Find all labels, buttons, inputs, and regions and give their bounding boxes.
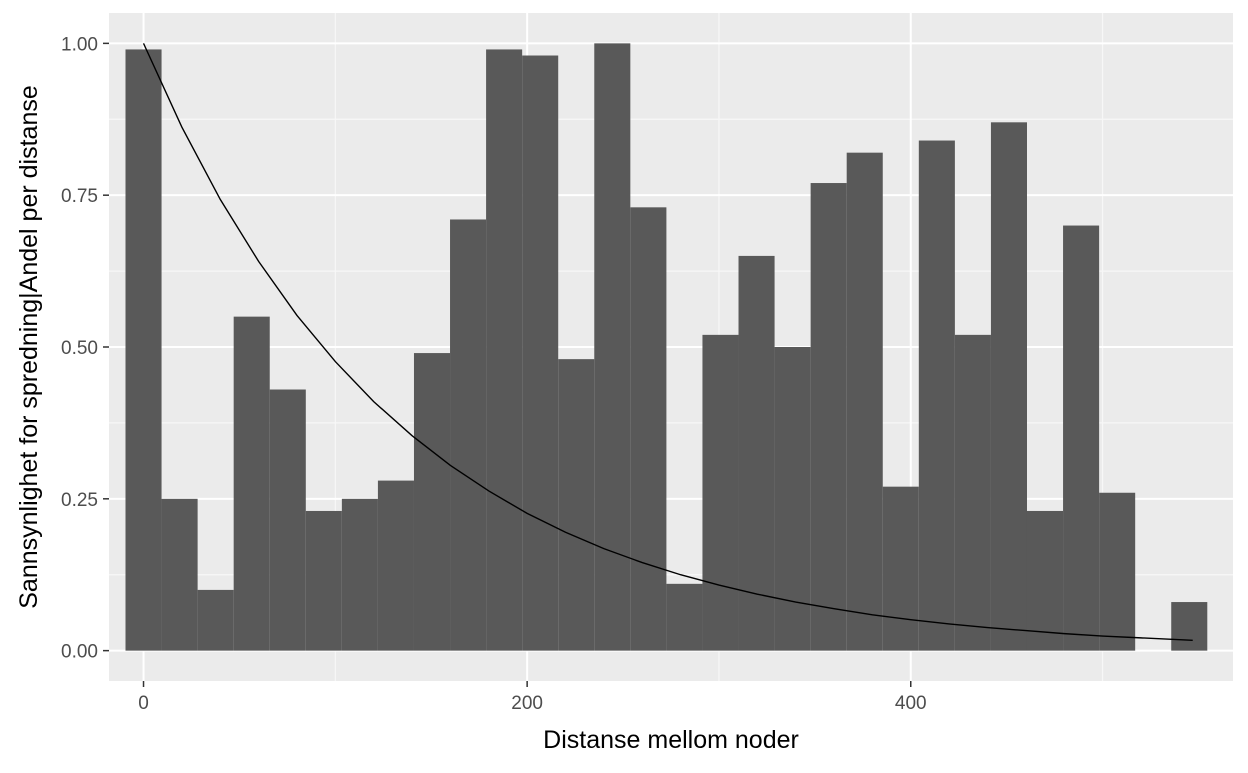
histogram-bar	[486, 49, 523, 651]
histogram-bar	[125, 49, 162, 651]
histogram-bar	[522, 55, 559, 651]
histogram-bar	[1063, 225, 1100, 651]
bars	[125, 43, 1208, 651]
y-tick-label: 0.25	[61, 490, 98, 511]
histogram-bar	[413, 353, 451, 651]
histogram-bar	[846, 152, 883, 651]
histogram-bar	[233, 316, 270, 651]
histogram-bar	[450, 219, 487, 651]
histogram-bar	[702, 334, 739, 651]
histogram-bar	[341, 498, 378, 651]
x-tick-label: 0	[138, 693, 149, 714]
histogram-bar	[197, 589, 234, 651]
x-axis: 0 200 400	[138, 681, 927, 714]
histogram-bar	[666, 583, 703, 651]
histogram-bar	[269, 389, 306, 651]
histogram-bar	[990, 122, 1027, 651]
x-tick-label: 200	[511, 693, 543, 714]
y-tick-label: 1.00	[61, 34, 98, 55]
y-tick-label: 0.75	[61, 186, 98, 207]
histogram-bar	[594, 43, 631, 651]
histogram-bar	[630, 207, 667, 651]
histogram-bar	[377, 480, 414, 651]
histogram-bar	[918, 140, 955, 651]
histogram-bar	[305, 510, 342, 651]
x-tick-label: 400	[895, 693, 927, 714]
y-axis-title: Sannsynlighet for spredning|Andel per di…	[15, 85, 43, 609]
histogram-bar	[1099, 492, 1136, 651]
histogram-bar	[882, 486, 919, 651]
y-axis: 0.00 0.25 0.50 0.75 1.00	[61, 34, 109, 663]
histogram-bar	[810, 183, 847, 651]
histogram-bar	[774, 347, 811, 651]
histogram-bar	[1026, 510, 1064, 651]
histogram-bar	[954, 334, 991, 651]
histogram-bar	[161, 498, 198, 651]
y-tick-label: 0.00	[61, 642, 98, 663]
histogram-bar	[558, 359, 595, 651]
histogram-bar	[1171, 602, 1208, 651]
decay-curve	[142, 43, 1193, 642]
x-axis-title: Distanse mellom noder	[543, 726, 799, 754]
y-tick-label: 0.50	[61, 338, 98, 359]
histogram-bar	[738, 255, 775, 651]
